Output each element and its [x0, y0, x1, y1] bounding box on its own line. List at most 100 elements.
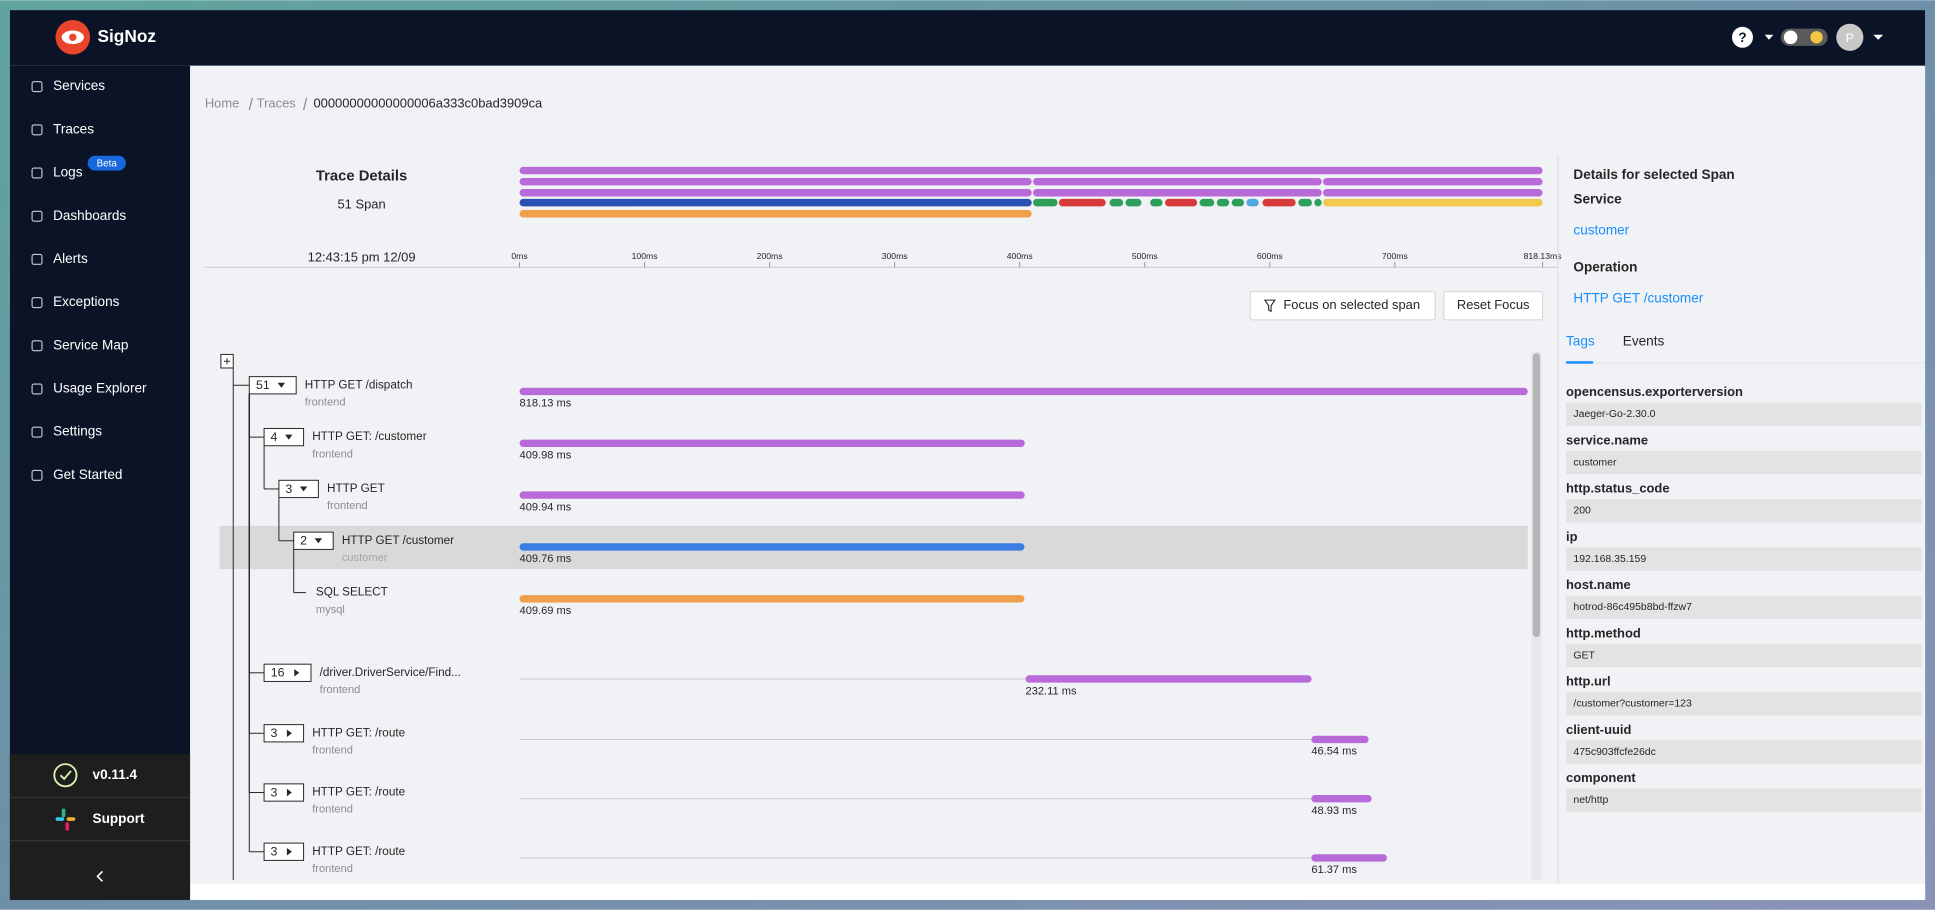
span-duration: 48.93 ms [1311, 805, 1357, 817]
tab-tags[interactable]: Tags [1566, 334, 1595, 349]
tick-label: 100ms [632, 251, 658, 261]
expanded-arrow [314, 538, 323, 544]
span-name[interactable]: HTTP GET: /route [312, 845, 405, 858]
collapse-toggle[interactable] [263, 663, 312, 682]
collapse-toggle[interactable] [263, 842, 305, 861]
tag-value-box [1566, 643, 1922, 668]
collapse-toggle[interactable] [248, 376, 297, 395]
span-bar[interactable] [519, 595, 1025, 603]
service-value: customer [1573, 223, 1629, 238]
focus-label: Focus on selected span [1283, 297, 1420, 312]
span-bar[interactable] [519, 387, 1528, 396]
span-duration: 818.13 ms [520, 398, 572, 410]
span-name[interactable]: HTTP GET /dispatch [305, 378, 413, 391]
version: v0.11.4 [93, 767, 138, 782]
support-link[interactable]: Support [93, 811, 145, 826]
minimap: 0ms 100ms 200ms 300ms 400ms 500ms 600ms 700ms 81… [511, 166, 1562, 268]
child-count: 16 [271, 666, 285, 680]
child-count: 51 [256, 378, 270, 392]
span-name[interactable]: HTTP GET: /customer [312, 430, 426, 443]
span-service: frontend [312, 744, 353, 756]
span-bar[interactable] [1311, 735, 1369, 744]
focus-button[interactable] [1249, 290, 1436, 321]
tag-key: http.status_code [1566, 481, 1670, 496]
filter-icon [1263, 299, 1276, 313]
scroll-thumb[interactable] [1532, 353, 1541, 638]
nav-icon [31, 210, 43, 222]
span-bar[interactable] [519, 439, 1025, 447]
tag-value-box [1566, 450, 1922, 475]
span-duration: 409.76 ms [520, 553, 572, 565]
collapse-sidebar[interactable] [96, 870, 103, 882]
span-bar[interactable] [1311, 794, 1372, 803]
tab-events[interactable]: Events [1623, 334, 1665, 349]
span-duration: 61.37 ms [1311, 864, 1357, 876]
span-bar[interactable] [1025, 675, 1312, 683]
span-bar[interactable] [519, 543, 1025, 551]
span-name[interactable]: HTTP GET: /route [312, 786, 405, 799]
tag-key: service.name [1566, 432, 1648, 447]
nav-item[interactable]: Service Map [53, 337, 128, 352]
breadcrumb-trace-id: 00000000000000006a333c0bad3909ca [313, 95, 543, 110]
tag-value: hotrod-86c495b8bd-ffzw7 [1573, 602, 1692, 613]
collapse-toggle[interactable] [263, 783, 305, 802]
span-name[interactable]: SQL SELECT [316, 586, 388, 599]
tag-value: Jaeger-Go-2.30.0 [1573, 409, 1655, 420]
minimap-span [1322, 198, 1543, 207]
span-bar[interactable] [519, 491, 1025, 499]
child-count: 2 [300, 534, 307, 548]
expanded-arrow [299, 486, 308, 492]
nav-item[interactable]: Traces [53, 121, 94, 136]
span-name[interactable]: HTTP GET /customer [342, 534, 454, 547]
collapse-toggle[interactable] [278, 479, 319, 499]
minimap-span [1298, 198, 1312, 207]
nav-item[interactable]: Dashboards [53, 208, 126, 223]
breadcrumb-traces[interactable]: Traces [257, 95, 296, 110]
span-name[interactable]: HTTP GET: /route [312, 726, 405, 739]
span-service: frontend [312, 448, 353, 460]
minimap-span [1150, 198, 1163, 207]
reset-button[interactable] [1443, 290, 1544, 321]
avatar[interactable] [1836, 23, 1864, 51]
collapse-toggle[interactable] [263, 427, 305, 447]
span-name[interactable]: HTTP GET [327, 482, 385, 495]
tick-label: 500ms [1132, 251, 1158, 261]
nav-item[interactable]: Get Started [53, 467, 122, 482]
nav-item[interactable]: Exceptions [53, 294, 120, 309]
tag-value-box [1566, 499, 1922, 523]
details-title: Details for selected Span [1573, 167, 1734, 182]
span-duration: 409.98 ms [520, 450, 572, 462]
toggle-knob [1783, 30, 1798, 45]
tag-key: host.name [1566, 577, 1631, 592]
logo-pupil [69, 33, 77, 41]
tag-value: 475c903ffcfe26dc [1573, 747, 1655, 758]
tick-label: 200ms [757, 251, 783, 261]
minimap-span [1032, 189, 1322, 197]
collapse-toggle[interactable] [293, 531, 334, 550]
breadcrumb-separator [248, 97, 253, 111]
span-name[interactable]: /driver.DriverService/Find... [320, 666, 461, 679]
operation-value: HTTP GET /customer [1573, 290, 1703, 305]
help-icon[interactable] [1731, 26, 1753, 48]
span-bar[interactable] [1311, 854, 1387, 862]
nav-item[interactable]: Settings [53, 424, 102, 439]
brand[interactable]: SigNoz [97, 26, 156, 46]
minimap-span [519, 189, 1032, 197]
tag-value-box [1566, 547, 1922, 571]
nav-item[interactable]: Services [53, 78, 105, 93]
nav-item[interactable]: Usage Explorer [53, 381, 147, 396]
help-caret[interactable] [1764, 34, 1774, 40]
minimap-span [519, 198, 1032, 207]
span-service: frontend [312, 863, 353, 875]
collapsed-arrow [286, 729, 292, 737]
span-duration: 232.11 ms [1026, 685, 1077, 697]
minimap-span [1058, 198, 1106, 207]
avatar-caret[interactable] [1873, 34, 1884, 40]
breadcrumb-home[interactable]: Home [205, 95, 240, 110]
nav-item[interactable]: Logs [53, 165, 83, 180]
nav-icon [31, 167, 43, 179]
tag-value: net/http [1573, 795, 1608, 806]
collapse-toggle[interactable] [263, 724, 305, 743]
nav-item[interactable]: Alerts [53, 251, 88, 266]
